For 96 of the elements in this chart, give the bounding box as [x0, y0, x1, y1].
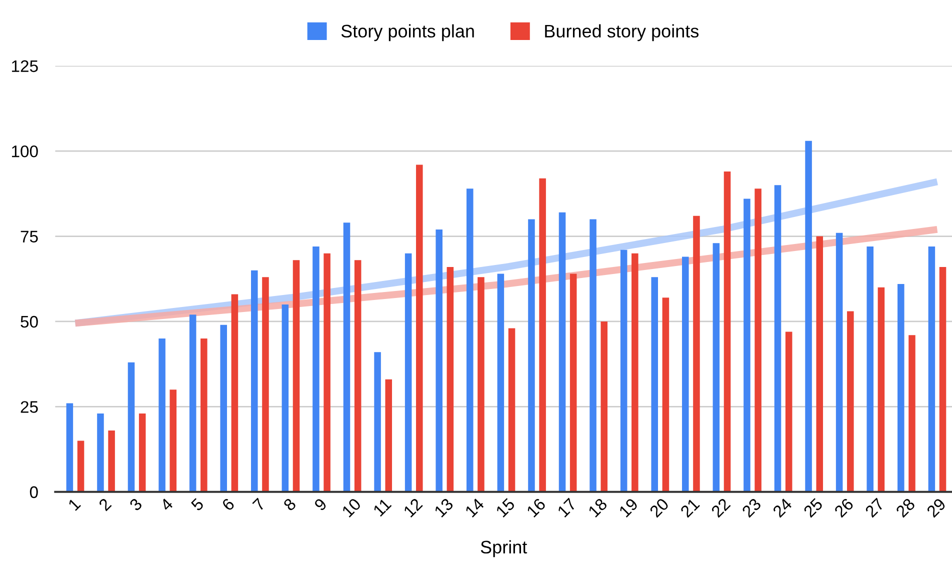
x-tick-label: 8 [282, 498, 297, 512]
bar [404, 253, 412, 492]
bar [446, 266, 454, 492]
x-tick-label: 21 [680, 498, 700, 518]
bar [200, 338, 208, 492]
bar [866, 246, 874, 492]
x-tick-label: 16 [526, 498, 546, 518]
x-tick-label: 14 [464, 498, 485, 518]
bar [312, 246, 320, 492]
x-tick-label: 10 [341, 498, 362, 518]
bar [928, 246, 936, 492]
x-tick-label: 11 [372, 498, 392, 517]
x-tick-label: 6 [221, 498, 236, 512]
bar [847, 311, 854, 492]
y-tick-label: 0 [30, 486, 38, 498]
x-tick-label: 17 [557, 498, 577, 518]
bar [416, 164, 423, 492]
bar [251, 270, 258, 492]
bar [292, 260, 300, 492]
bar [805, 140, 812, 492]
bar [436, 229, 442, 492]
bar [836, 232, 843, 492]
x-tick-label: 29 [926, 498, 946, 518]
bar [231, 294, 238, 492]
y-tick-label: 50 [20, 316, 38, 328]
bar [693, 216, 700, 492]
x-tick-label: 12 [403, 498, 423, 518]
bar [558, 212, 566, 492]
bar [651, 277, 658, 492]
bar [632, 253, 638, 492]
bar [724, 172, 731, 492]
bar [77, 440, 84, 492]
bar [508, 328, 516, 492]
bar [539, 178, 546, 492]
bar [816, 236, 824, 492]
x-tick-label: 5 [190, 498, 204, 512]
bar [170, 390, 177, 492]
bar [744, 198, 750, 492]
bar [138, 413, 146, 492]
bar [374, 352, 381, 492]
bar [343, 222, 350, 492]
bar [878, 287, 885, 492]
bar [66, 403, 74, 492]
x-tick-label: 1 [68, 498, 81, 511]
y-tick-label: 25 [20, 401, 38, 413]
bar [354, 260, 362, 492]
bar [108, 430, 115, 492]
bar [220, 324, 227, 492]
bar [590, 219, 596, 492]
bar [158, 338, 166, 492]
x-tick-label: 27 [864, 498, 885, 518]
bar [466, 188, 474, 492]
bar [620, 250, 628, 492]
y-tick-label: 75 [20, 230, 38, 242]
x-tick-label: 18 [588, 498, 608, 518]
bar [262, 277, 269, 492]
bar [324, 253, 330, 492]
bar [385, 379, 392, 492]
x-tick-label: 24 [772, 497, 793, 518]
x-tick-label: 7 [252, 498, 266, 512]
bar [600, 321, 608, 492]
x-tick-label: 19 [618, 498, 639, 518]
x-tick-label: 28 [895, 498, 916, 518]
bar [662, 298, 670, 492]
y-tick-label: 100 [12, 145, 38, 158]
bar [939, 266, 946, 492]
x-tick-label: 20 [649, 498, 670, 518]
x-tick-label: 23 [741, 498, 762, 518]
x-axis-title: Sprint [480, 540, 528, 558]
x-tick-label: 2 [98, 498, 112, 512]
bar [908, 335, 916, 492]
bar [774, 185, 782, 492]
y-tick-label: 125 [12, 60, 38, 72]
bar [189, 314, 196, 492]
bar [712, 243, 720, 492]
bar [282, 304, 289, 492]
bar [785, 332, 792, 492]
x-tick-label: 22 [710, 498, 731, 518]
legend-label: Burned story points [545, 24, 699, 42]
legend-label: Story points plan [341, 24, 474, 42]
x-tick-label: 26 [834, 498, 854, 518]
bar [97, 413, 104, 492]
x-tick-label: 4 [160, 498, 174, 512]
x-tick-label: 13 [434, 498, 454, 518]
bar [528, 219, 535, 492]
bar [570, 274, 577, 492]
bar [478, 277, 484, 492]
x-tick-label: 15 [496, 498, 516, 518]
bar [754, 188, 762, 492]
x-tick-label: 25 [802, 498, 824, 518]
bar [497, 274, 504, 492]
x-tick-label: 9 [314, 498, 328, 512]
bar [682, 256, 689, 492]
bar [128, 362, 135, 492]
bar [898, 284, 904, 492]
x-tick-label: 3 [128, 498, 143, 512]
